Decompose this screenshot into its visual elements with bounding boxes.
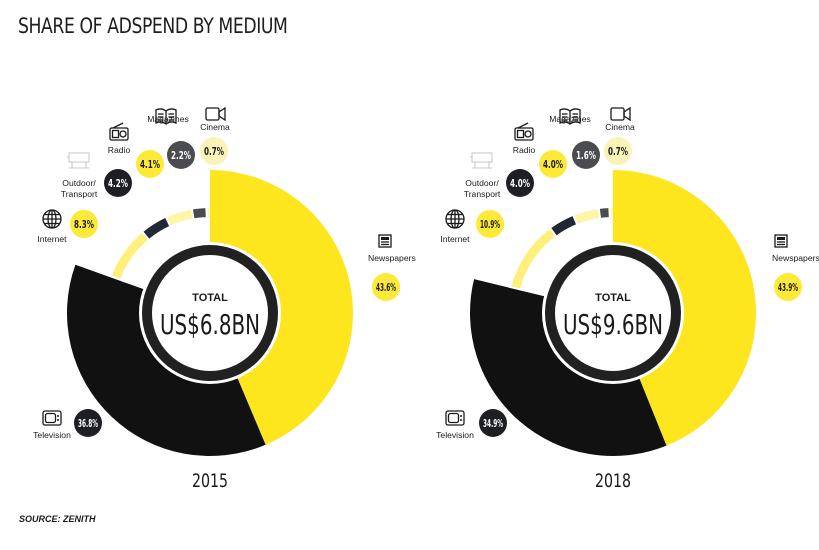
slice-label: Internet (37, 234, 67, 244)
callout-cinema: Cinema 0.7% (200, 106, 230, 165)
value-badge (104, 169, 132, 197)
slice-magazines (599, 208, 609, 218)
newspaper-icon (378, 234, 392, 248)
slice-label: Outdoor/Transport (464, 178, 501, 199)
slice-label: Newspapers (772, 253, 819, 263)
slice-label: Television (33, 430, 71, 440)
source-note: SOURCE: ZENITH (19, 514, 96, 524)
value-label: 4.0% (510, 178, 530, 190)
slice-label: Magazines (147, 114, 189, 124)
value-label: 4.1% (140, 159, 160, 171)
value-label: 8.3% (74, 219, 94, 231)
value-label: 4.0% (543, 159, 563, 171)
value-badge (136, 150, 164, 178)
donut-2018: TOTAL US$9.6BN 2018 Newspapers 43.9% Televisi… (436, 106, 819, 492)
value-label: 0.7% (608, 146, 628, 158)
center-hole (542, 242, 684, 384)
total-label: TOTAL (192, 292, 228, 304)
value-label: 43.6% (376, 282, 396, 294)
year-label: 2015 (192, 470, 228, 492)
value-badge (167, 141, 195, 169)
value-badge (200, 137, 228, 165)
slice-television (67, 264, 266, 456)
chart-title: SHARE OF ADSPEND BY MEDIUM (18, 14, 288, 38)
value-label: 36.8% (78, 418, 98, 430)
video-camera-icon (205, 106, 226, 122)
slice-radio (167, 209, 193, 226)
callout-newspapers: Newspapers 43.6% (368, 234, 416, 301)
newspaper-icon (774, 234, 788, 248)
value-badge (372, 273, 400, 301)
total-value: US$6.8BN (160, 308, 260, 341)
year-label: 2018 (595, 470, 631, 492)
value-badge (506, 169, 534, 197)
television-icon (42, 410, 62, 426)
value-badge (539, 150, 567, 178)
donut-2015: TOTAL US$6.8BN 2015 Newspapers 43.6% Televisi… (33, 106, 416, 492)
slice-outdoor-transport (551, 216, 576, 236)
globe-icon (445, 209, 465, 229)
callout-television: Television 34.9% (436, 409, 507, 440)
value-label: 0.7% (204, 146, 224, 158)
slice-radio (574, 209, 600, 224)
callout-internet: Internet 10.9% (440, 209, 504, 244)
callout-internet: Internet 8.3% (37, 209, 98, 244)
callout-radio: Radio 4.1% (108, 122, 164, 178)
value-label: 2.2% (171, 150, 191, 162)
billboard-icon (470, 152, 493, 169)
value-badge (70, 210, 98, 238)
value-badge (604, 137, 632, 165)
globe-icon (42, 209, 62, 229)
slice-cinema (207, 208, 210, 218)
value-badge (476, 210, 504, 238)
open-book-icon (155, 108, 177, 125)
billboard-icon (67, 152, 90, 169)
value-label: 1.6% (576, 150, 596, 162)
radio-icon (109, 122, 129, 141)
radio-icon (514, 122, 534, 141)
callout-outdoor-transport: Outdoor/Transport 4.2% (61, 152, 132, 199)
value-badge (74, 409, 102, 437)
callout-newspapers: Newspapers 43.9% (772, 234, 819, 301)
callout-magazines: Magazines 1.6% (549, 108, 600, 169)
slice-label: Magazines (549, 114, 591, 124)
callout-radio: Radio 4.0% (513, 122, 567, 178)
slice-label: Radio (513, 145, 536, 155)
television-icon (445, 410, 465, 426)
slice-label: Outdoor/Transport (61, 178, 98, 199)
slice-outdoor-transport (143, 218, 170, 239)
value-badge (572, 141, 600, 169)
value-label: 10.9% (480, 219, 500, 231)
open-book-icon (559, 108, 581, 125)
callout-television: Television 36.8% (33, 409, 102, 440)
total-label: TOTAL (595, 292, 631, 304)
callout-outdoor-transport: Outdoor/Transport 4.0% (464, 152, 534, 199)
slice-internet (111, 232, 148, 279)
slice-label: Television (436, 430, 474, 440)
value-badge (479, 409, 507, 437)
slice-cinema (610, 208, 613, 218)
callout-magazines: Magazines 2.2% (147, 108, 195, 169)
center-ring (545, 245, 681, 381)
value-badge (774, 273, 802, 301)
center-ring (142, 245, 278, 381)
value-label: 34.9% (483, 418, 503, 430)
value-label: 4.2% (108, 178, 128, 190)
slice-label: Newspapers (368, 253, 416, 263)
slice-magazines (192, 208, 206, 219)
center-hole (139, 242, 281, 384)
slice-label: Cinema (605, 122, 635, 132)
video-camera-icon (610, 106, 631, 122)
callout-cinema: Cinema 0.7% (604, 106, 635, 165)
slice-label: Radio (108, 145, 131, 155)
total-value: US$9.6BN (563, 308, 663, 341)
value-label: 43.9% (778, 282, 798, 294)
slice-label: Internet (440, 234, 470, 244)
slice-label: Cinema (200, 122, 230, 132)
slice-newspapers (210, 170, 353, 445)
slice-newspapers (613, 170, 757, 446)
slice-internet (511, 229, 556, 289)
